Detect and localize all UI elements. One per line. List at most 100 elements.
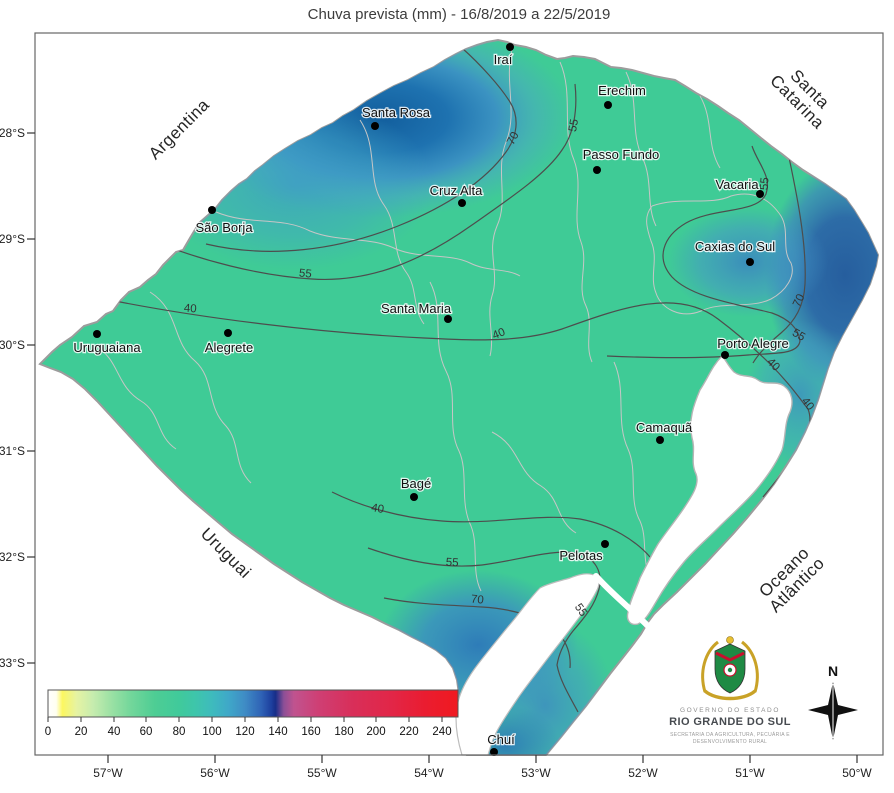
lat-tick-label: 30°S — [0, 338, 25, 352]
city-label-cruz-alta: Cruz Alta — [430, 183, 484, 198]
colorbar-tick-label: 240 — [432, 726, 451, 738]
municipal-boundaries — [95, 49, 793, 592]
plot-frame: 28°S 29°S 30°S 31°S 32°S 33°S 57°W 56°W … — [0, 32, 884, 780]
colorbar-tick-label: 100 — [202, 726, 221, 738]
lat-tick-label: 28°S — [0, 126, 25, 140]
city-label-erechim: Erechim — [598, 83, 646, 98]
city-label-chui: Chuí — [487, 732, 515, 747]
contour-label: 55 — [445, 557, 458, 570]
logo-secretaria-text-2: DESENVOLVIMENTO RURAL — [693, 739, 767, 745]
city-labels: Iraí Santa Rosa Erechim Passo Fundo Cruz… — [72, 51, 790, 749]
neighbor-label-oceano-atlantico: Oceano Atlântico — [755, 543, 828, 616]
contour-label: 40 — [491, 326, 507, 342]
city-dot-chui — [490, 748, 498, 756]
city-label-passo-fundo: Passo Fundo — [583, 147, 660, 162]
lon-tick-label: 55°W — [307, 766, 337, 780]
contour-label: 55 — [298, 267, 312, 280]
map-title: Chuva prevista (mm) - 16/8/2019 a 22/5/2… — [308, 6, 611, 23]
lat-tick-label: 32°S — [0, 550, 25, 564]
city-dot-uruguaiana — [93, 330, 101, 338]
contour-label: 40 — [370, 502, 385, 516]
colorbar-tick-label: 40 — [108, 726, 121, 738]
contour-label: 55 — [758, 177, 771, 191]
neighbor-label-santa-catarina: Santa Catarina — [766, 66, 833, 133]
colorbar-tick-label: 80 — [173, 726, 186, 738]
colorbar-tick-label: 120 — [235, 726, 254, 738]
color-scale-legend: 0 20 40 60 80 100 120 140 160 180 200 22… — [45, 689, 459, 738]
government-logo: GOVERNO DO ESTADO RIO GRANDE DO SUL SECR… — [669, 636, 791, 745]
city-dot-santa-rosa — [371, 122, 379, 130]
contour-label: 70 — [470, 593, 484, 606]
colorbar-tick-label: 180 — [334, 726, 353, 738]
city-dot-irai — [506, 43, 514, 51]
contour-label: 70 — [791, 292, 807, 309]
colorbar-tick-label: 60 — [140, 726, 153, 738]
colorbar-tick-label: 220 — [399, 726, 418, 738]
city-label-porto-alegre: Porto Alegre — [717, 336, 789, 351]
city-label-irai: Iraí — [494, 52, 513, 67]
canal-sao-goncalo — [593, 573, 655, 633]
lon-tick-label: 50°W — [842, 766, 872, 780]
lon-tick-label: 51°W — [735, 766, 765, 780]
city-label-pelotas: Pelotas — [559, 548, 603, 563]
compass-rose: N — [808, 663, 858, 740]
lon-tick-label: 54°W — [414, 766, 444, 780]
city-dot-passo-fundo — [593, 166, 601, 174]
city-dot-camaqua — [656, 436, 664, 444]
contour-label: 40 — [183, 303, 197, 316]
colorbar-labels: 0 20 40 60 80 100 120 140 160 180 200 22… — [45, 726, 452, 738]
city-dot-vacaria — [756, 190, 764, 198]
colorbar-tick-label: 200 — [366, 726, 385, 738]
city-dot-porto-alegre — [721, 351, 729, 359]
lat-tick-label: 31°S — [0, 444, 25, 458]
lat-axis-labels: 28°S 29°S 30°S 31°S 32°S 33°S — [0, 126, 25, 670]
city-label-bage: Bagé — [401, 476, 431, 491]
contour-label: 70 — [505, 130, 522, 147]
city-dot-alegrete — [224, 329, 232, 337]
lon-tick-label: 57°W — [93, 766, 123, 780]
lon-axis-labels: 57°W 56°W 55°W 54°W 53°W 52°W 51°W 50°W — [93, 766, 872, 780]
lagoons — [455, 355, 793, 756]
lon-tick-label: 53°W — [521, 766, 551, 780]
city-label-camaqua: Camaquã — [636, 420, 693, 435]
city-dot-caxias-do-sul — [746, 258, 754, 266]
argentina-label: Argentina — [145, 95, 213, 163]
colorbar-tick-label: 20 — [75, 726, 88, 738]
city-dot-bage — [410, 493, 418, 501]
city-label-caxias-do-sul: Caxias do Sul — [695, 239, 775, 254]
rs-coat-of-arms-icon — [701, 636, 759, 701]
city-label-alegrete: Alegrete — [205, 340, 253, 355]
logo-governo-text: GOVERNO DO ESTADO — [680, 707, 780, 714]
logo-secretaria-text-1: SECRETARIA DA AGRICULTURA, PECUÁRIA E — [670, 731, 790, 738]
city-dot-erechim — [604, 101, 612, 109]
city-markers — [93, 43, 764, 756]
lat-tick-label: 33°S — [0, 656, 25, 670]
colorbar-tick-label: 160 — [301, 726, 320, 738]
compass-north-label: N — [828, 663, 838, 679]
lon-tick-label: 56°W — [200, 766, 230, 780]
city-label-santa-maria: Santa Maria — [381, 301, 452, 316]
colorbar-tick-label: 140 — [268, 726, 287, 738]
contour-lines — [109, 47, 811, 713]
city-label-sao-borja: São Borja — [195, 220, 253, 235]
lagoa-dos-patos — [626, 355, 793, 626]
colorbar-ticks — [47, 717, 443, 722]
city-dot-pelotas — [601, 540, 609, 548]
contour-label: 55 — [790, 327, 807, 344]
state-shape: 70 55 55 40 40 55 70 55 40 40 40 55 70 5… — [39, 39, 879, 756]
colorbar-tick-label: 0 — [45, 726, 51, 738]
city-dot-cruz-alta — [458, 199, 466, 207]
city-label-uruguaiana: Uruguaiana — [73, 340, 141, 355]
axis-ticks — [27, 132, 858, 763]
logo-rs-text: RIO GRANDE DO SUL — [669, 716, 791, 728]
precipitation-shading — [95, 40, 878, 755]
lat-tick-label: 29°S — [0, 232, 25, 246]
city-label-santa-rosa: Santa Rosa — [362, 105, 431, 120]
neighbor-label-argentina: Argentina — [145, 95, 213, 163]
city-label-vacaria: Vacaria — [715, 177, 759, 192]
city-dot-sao-borja — [208, 206, 216, 214]
lon-tick-label: 52°W — [628, 766, 658, 780]
contour-label: 55 — [567, 118, 581, 133]
